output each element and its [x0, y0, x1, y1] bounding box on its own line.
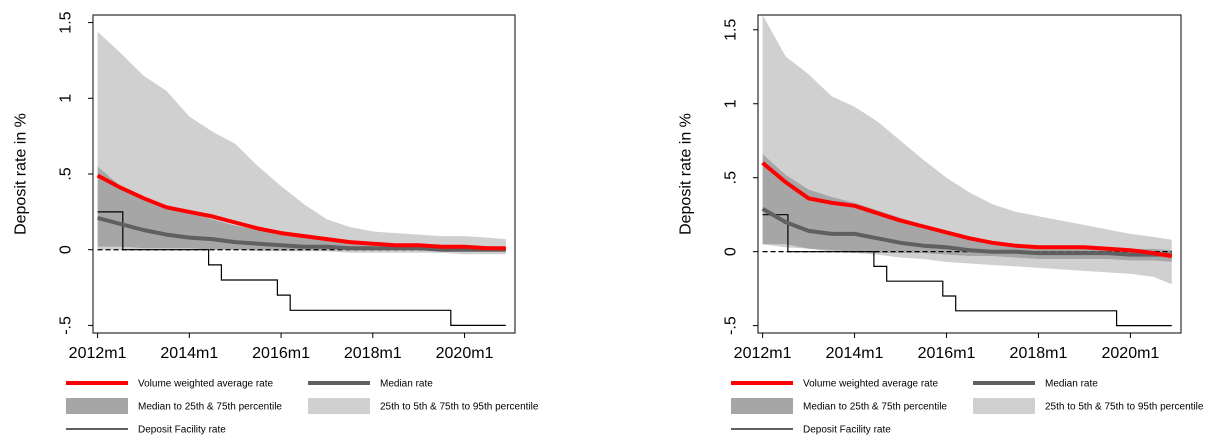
y-tick-label: .5 [723, 171, 740, 184]
x-tick-label: 2012m1 [734, 345, 792, 362]
x-tick-label: 2018m1 [1010, 345, 1068, 362]
legend-inner-band-label: Median to 25th & 75th percentile [803, 402, 947, 413]
y-axis-label: Deposit rate in % [678, 113, 695, 235]
weighted-average-line [761, 161, 1173, 259]
legend-inner-band-label: Median to 25th & 75th percentile [138, 402, 282, 413]
legend-weighted-label: Volume weighted average rate [138, 379, 274, 390]
legend: Volume weighted average rate Median rate M… [66, 379, 539, 436]
x-tick-label: 2016m1 [918, 345, 976, 362]
median-rate-line [97, 215, 506, 252]
legend-median-label: Median rate [380, 379, 433, 390]
band-5-25 [97, 246, 506, 255]
legend-dfr-label: Deposit Facility rate [138, 425, 226, 436]
x-tick-label: 2014m1 [826, 345, 884, 362]
legend-outer-band-label: 25th to 5th & 75th to 95th percentile [380, 402, 539, 413]
legend-inner-band-swatch [731, 398, 793, 414]
legend-outer-band-swatch [308, 398, 370, 414]
deposit-facility-rate-line [97, 211, 506, 326]
y-tick-label: 1 [723, 99, 740, 108]
legend-outer-band-label: 25th to 5th & 75th to 95th percentile [1045, 402, 1204, 413]
x-tick-label: 2016m1 [252, 345, 310, 362]
legend-outer-band-swatch [973, 398, 1035, 414]
y-tick-label: 1.5 [58, 11, 75, 33]
chart-1: -.5 0 .5 1 1.5 2012m1 2014m1 2016m1 2018m1 2020m1… [13, 11, 539, 435]
band-75-95 [762, 15, 1172, 251]
legend-dfr-label: Deposit Facility rate [803, 425, 891, 436]
x-tick-label: 2012m1 [69, 345, 127, 362]
y-tick-label: 0 [58, 245, 75, 254]
legend-inner-band-swatch [66, 398, 128, 414]
weighted-average-line [96, 173, 506, 251]
y-axis-label: Deposit rate in % [13, 113, 30, 235]
x-tick-label: 2020m1 [436, 345, 494, 362]
legend: Volume weighted average rate Median rate M… [731, 379, 1204, 436]
deposit-facility-rate-line [762, 214, 1172, 327]
chart-2: -.5 0 .5 1 1.5 2012m1 2014m1 2016m1 2018m1 2020m1… [678, 14, 1204, 436]
y-tick-label: 0 [723, 247, 740, 256]
band-5-25 [762, 244, 1172, 285]
x-tick-label: 2020m1 [1102, 345, 1160, 362]
legend-weighted-label: Volume weighted average rate [803, 379, 939, 390]
median-rate-line [761, 207, 1172, 257]
y-tick-label: 1.5 [723, 19, 740, 41]
x-tick-label: 2014m1 [160, 345, 218, 362]
y-tick-label: -.5 [723, 316, 740, 335]
band-25-75 [97, 166, 506, 250]
plot-frame [757, 14, 1182, 334]
legend-median-label: Median rate [1045, 379, 1098, 390]
y-tick-label: -.5 [58, 316, 75, 335]
y-tick-label: 1 [58, 94, 75, 103]
band-75-95 [97, 31, 506, 247]
x-tick-label: 2018m1 [344, 345, 402, 362]
y-tick-label: .5 [58, 167, 75, 180]
